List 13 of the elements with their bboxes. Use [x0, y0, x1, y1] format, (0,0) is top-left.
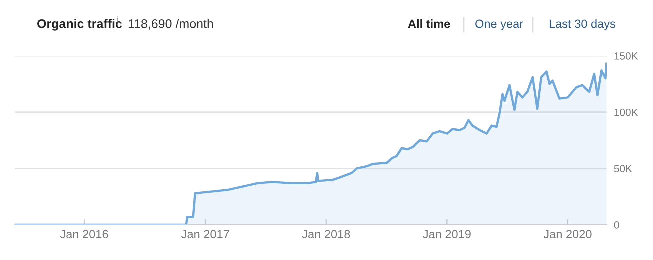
text: Last 30 days: [550, 20, 616, 31]
chart-subtitle: 118,690 /month: [128, 19, 214, 30]
y-tick-label: 0: [614, 222, 620, 229]
x-tick-label: Jan 2018: [302, 230, 350, 239]
text: One year: [476, 20, 524, 31]
text: All time: [408, 20, 450, 28]
x-tick-label: Jan 2019: [423, 230, 471, 239]
x-tick-label: Jan 2016: [60, 230, 108, 239]
y-tick-label: 50K: [614, 165, 632, 173]
y-tick-label: 100K: [614, 108, 638, 116]
y-tick-label: 150K: [614, 52, 638, 60]
x-tick-label: Jan 2017: [182, 230, 230, 239]
x-tick-label: Jan 2020: [544, 230, 592, 239]
